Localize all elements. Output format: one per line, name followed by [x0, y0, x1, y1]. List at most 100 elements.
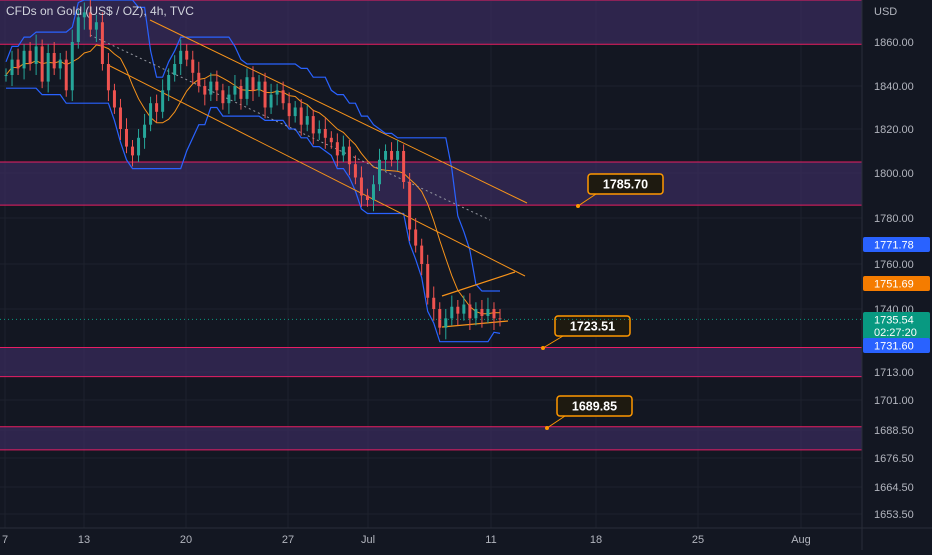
candle-body[interactable] [221, 90, 225, 104]
candle-body[interactable] [124, 129, 128, 147]
channel-upper-line[interactable] [149, 19, 528, 204]
candle-body[interactable] [311, 116, 315, 134]
candle-body[interactable] [100, 22, 104, 64]
candle-body[interactable] [365, 195, 369, 201]
candle-body[interactable] [191, 59, 195, 73]
candle-body[interactable] [209, 81, 213, 95]
candle-body[interactable] [462, 304, 466, 314]
candle-body[interactable] [82, 12, 86, 18]
candle-body[interactable] [426, 264, 430, 298]
candle-body[interactable] [353, 164, 357, 178]
envelope-lower [6, 87, 501, 343]
candle-body[interactable] [46, 53, 50, 82]
channel-lower-line[interactable] [107, 64, 526, 277]
candle-body[interactable] [185, 50, 189, 60]
candle-body[interactable] [40, 46, 44, 82]
price-callout[interactable]: 1723.51 [541, 315, 631, 350]
candle-body[interactable] [402, 151, 406, 182]
candle-body[interactable] [378, 159, 382, 185]
candle-body[interactable] [173, 64, 177, 75]
candle-body[interactable] [371, 184, 375, 200]
candle-body[interactable] [52, 53, 56, 69]
candle-body[interactable] [432, 297, 436, 309]
candle-body[interactable] [293, 107, 297, 117]
candle-body[interactable] [149, 103, 153, 125]
price-callout[interactable]: 1785.70 [576, 173, 664, 208]
candle-body[interactable] [137, 137, 141, 156]
candle-body[interactable] [275, 90, 279, 95]
candle-body[interactable] [438, 309, 442, 328]
wedge-upper-line[interactable] [441, 271, 516, 297]
time-tick-label: Jul [361, 534, 375, 546]
candle-body[interactable] [317, 129, 321, 134]
time-tick-label: 18 [590, 534, 602, 546]
candle-body[interactable] [450, 306, 454, 319]
price-tick-label: 1713.00 [874, 367, 914, 379]
candle-body[interactable] [22, 50, 26, 69]
candle-body[interactable] [70, 42, 74, 91]
candle-body[interactable] [414, 229, 418, 246]
candle-body[interactable] [468, 304, 472, 319]
candle-body[interactable] [76, 17, 80, 42]
candle-body[interactable] [287, 103, 291, 117]
candle-body[interactable] [167, 75, 171, 91]
candle-body[interactable] [227, 94, 231, 104]
candle-body[interactable] [335, 142, 339, 156]
candle-body[interactable] [474, 309, 478, 319]
candle-body[interactable] [197, 72, 201, 86]
candle-body[interactable] [347, 146, 351, 165]
wedge-lower-line[interactable] [441, 320, 509, 328]
candle-body[interactable] [456, 306, 460, 314]
price-callout[interactable]: 1689.85 [545, 395, 633, 430]
candle-body[interactable] [492, 309, 496, 319]
candle-body[interactable] [299, 107, 303, 125]
candle-body[interactable] [233, 86, 237, 95]
candle-body[interactable] [486, 309, 490, 316]
candle-body[interactable] [305, 116, 309, 125]
candle-body[interactable] [94, 22, 98, 30]
candle-body[interactable] [28, 50, 32, 64]
candle-body[interactable] [112, 90, 116, 108]
candle-body[interactable] [384, 151, 388, 160]
candle-body[interactable] [88, 12, 92, 30]
candle-body[interactable] [390, 151, 394, 160]
candle-body[interactable] [251, 77, 255, 91]
candle-body[interactable] [106, 64, 110, 91]
candle-body[interactable] [215, 81, 219, 91]
candle-body[interactable] [408, 182, 412, 230]
candle-body[interactable] [155, 103, 159, 112]
candle-body[interactable] [269, 94, 273, 108]
price-tick-label: 1820.00 [874, 124, 914, 136]
candle-body[interactable] [341, 146, 345, 156]
trend-channel [89, 19, 528, 328]
candle-body[interactable] [281, 90, 285, 104]
candle-body[interactable] [10, 59, 14, 75]
candle-body[interactable] [161, 90, 165, 112]
candle-body[interactable] [323, 129, 327, 138]
candle-body[interactable] [245, 77, 249, 99]
candle-body[interactable] [420, 245, 424, 264]
candle-body[interactable] [480, 309, 484, 316]
candle-body[interactable] [396, 151, 400, 160]
time-tick-label: 11 [485, 534, 496, 546]
candle-body[interactable] [359, 177, 363, 196]
candle-body[interactable] [64, 59, 68, 91]
candle-body[interactable] [4, 75, 8, 76]
candle-body[interactable] [179, 50, 183, 64]
candle-body[interactable] [118, 107, 122, 130]
candle-body[interactable] [131, 146, 135, 156]
candle-body[interactable] [58, 59, 62, 69]
candle-body[interactable] [143, 124, 147, 138]
candle-body[interactable] [239, 86, 243, 99]
candle-body[interactable] [263, 81, 267, 108]
candle-body[interactable] [444, 318, 448, 328]
candle-body[interactable] [329, 137, 333, 143]
candle-body[interactable] [203, 86, 207, 95]
candle-body[interactable] [257, 81, 261, 91]
candle-body[interactable] [498, 318, 502, 320]
candle-body[interactable] [16, 59, 20, 69]
interval-label[interactable]: 4h [150, 4, 164, 18]
candle-body[interactable] [34, 46, 38, 64]
